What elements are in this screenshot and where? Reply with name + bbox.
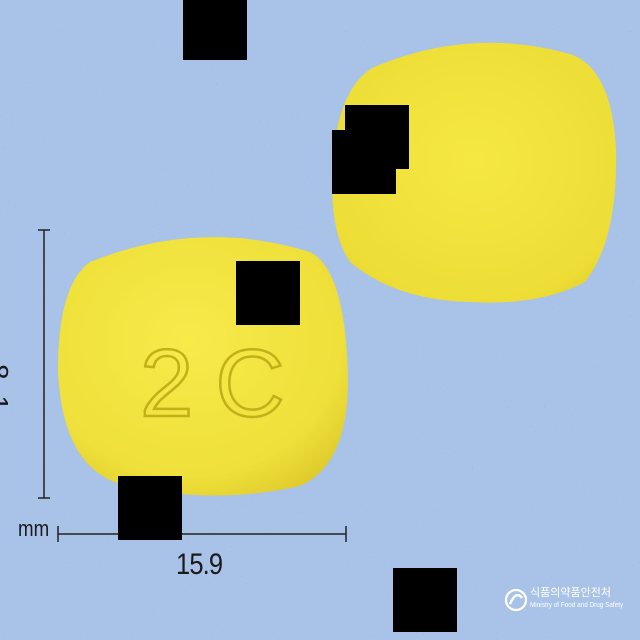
taegeuk-emblem-icon	[504, 588, 528, 612]
redaction-box	[236, 261, 300, 325]
unit-label: mm	[18, 516, 50, 541]
logo-text-korean: 식품의약품안전처	[530, 587, 611, 599]
logo-text-english: Ministry of Food and Drug Safety	[530, 600, 624, 609]
height-measurement-label: 8.1	[0, 364, 14, 415]
redaction-box	[332, 130, 396, 194]
tablet-imprint: 2C	[140, 330, 307, 437]
height-dimension-line	[38, 229, 50, 499]
width-dimension-line	[57, 526, 347, 542]
redaction-box	[183, 0, 247, 60]
redaction-box	[118, 476, 182, 540]
ministry-logo: 식품의약품안전처 Ministry of Food and Drug Safet…	[504, 582, 634, 618]
width-measurement-label: 15.9	[176, 548, 223, 581]
redaction-box	[393, 568, 457, 632]
